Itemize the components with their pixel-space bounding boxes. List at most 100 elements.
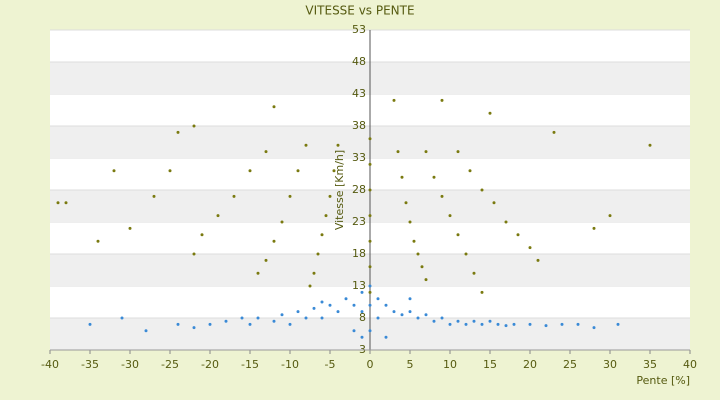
point bbox=[240, 316, 244, 320]
point bbox=[352, 329, 356, 333]
point bbox=[192, 252, 196, 256]
y-tick-label: 28 bbox=[352, 183, 366, 196]
point bbox=[408, 310, 412, 314]
x-tick-label: 40 bbox=[683, 358, 697, 371]
point bbox=[56, 201, 60, 205]
point bbox=[480, 290, 484, 294]
point bbox=[440, 98, 444, 102]
point bbox=[528, 322, 532, 326]
point bbox=[468, 169, 472, 173]
point bbox=[328, 194, 332, 198]
point bbox=[264, 150, 268, 154]
x-tick-label: 10 bbox=[443, 358, 457, 371]
point bbox=[432, 319, 436, 323]
point bbox=[368, 239, 372, 243]
point bbox=[400, 313, 404, 317]
x-tick-label: 5 bbox=[407, 358, 414, 371]
point bbox=[248, 169, 252, 173]
point bbox=[608, 214, 612, 218]
point bbox=[280, 220, 284, 224]
point bbox=[112, 169, 116, 173]
x-tick-label: 35 bbox=[643, 358, 657, 371]
point bbox=[544, 324, 548, 328]
point bbox=[424, 313, 428, 317]
point bbox=[248, 322, 252, 326]
point bbox=[456, 233, 460, 237]
point bbox=[384, 303, 388, 307]
x-tick-label: 15 bbox=[483, 358, 497, 371]
point bbox=[496, 322, 500, 326]
x-tick-label: 0 bbox=[367, 358, 374, 371]
point bbox=[64, 201, 68, 205]
point bbox=[272, 105, 276, 109]
point bbox=[512, 322, 516, 326]
point bbox=[144, 329, 148, 333]
point bbox=[352, 303, 356, 307]
point bbox=[316, 252, 320, 256]
x-tick-label: 20 bbox=[523, 358, 537, 371]
point bbox=[304, 316, 308, 320]
point bbox=[256, 271, 260, 275]
x-tick-label: 25 bbox=[563, 358, 577, 371]
point bbox=[208, 322, 212, 326]
point bbox=[456, 319, 460, 323]
point bbox=[296, 169, 300, 173]
point bbox=[344, 297, 348, 301]
point bbox=[368, 265, 372, 269]
point bbox=[464, 322, 468, 326]
point bbox=[336, 310, 340, 314]
y-tick-label: 38 bbox=[352, 119, 366, 132]
point bbox=[368, 137, 372, 141]
point bbox=[308, 284, 312, 288]
point bbox=[472, 271, 476, 275]
point bbox=[504, 324, 508, 328]
point bbox=[368, 303, 372, 307]
point bbox=[368, 284, 372, 288]
point bbox=[464, 252, 468, 256]
point bbox=[232, 194, 236, 198]
point bbox=[332, 169, 336, 173]
x-tick-label: -35 bbox=[81, 358, 99, 371]
point bbox=[200, 233, 204, 237]
point bbox=[368, 162, 372, 166]
point bbox=[288, 194, 292, 198]
point bbox=[488, 111, 492, 115]
point bbox=[120, 316, 124, 320]
point bbox=[304, 143, 308, 147]
point bbox=[480, 188, 484, 192]
x-tick-label: -10 bbox=[281, 358, 299, 371]
x-tick-label: -40 bbox=[41, 358, 59, 371]
point bbox=[176, 130, 180, 134]
y-tick-label: 48 bbox=[352, 55, 366, 68]
point bbox=[360, 290, 364, 294]
point bbox=[176, 322, 180, 326]
x-tick-label: -25 bbox=[161, 358, 179, 371]
y-tick-label: 43 bbox=[352, 87, 366, 100]
point bbox=[592, 226, 596, 230]
point bbox=[264, 258, 268, 262]
point bbox=[272, 239, 276, 243]
point bbox=[88, 322, 92, 326]
point bbox=[216, 214, 220, 218]
point bbox=[368, 329, 372, 333]
point bbox=[192, 326, 196, 330]
point bbox=[536, 258, 540, 262]
y-tick-label: 8 bbox=[359, 311, 366, 324]
point bbox=[192, 124, 196, 128]
x-tick-label: -15 bbox=[241, 358, 259, 371]
point bbox=[504, 220, 508, 224]
point bbox=[324, 214, 328, 218]
point bbox=[328, 303, 332, 307]
point bbox=[272, 319, 276, 323]
point bbox=[360, 310, 364, 314]
point bbox=[408, 297, 412, 301]
point bbox=[432, 175, 436, 179]
point bbox=[560, 322, 564, 326]
y-tick-label: 53 bbox=[352, 23, 366, 36]
point bbox=[376, 316, 380, 320]
point bbox=[312, 306, 316, 310]
point bbox=[128, 226, 132, 230]
y-tick-label: 18 bbox=[352, 247, 366, 260]
point bbox=[404, 201, 408, 205]
